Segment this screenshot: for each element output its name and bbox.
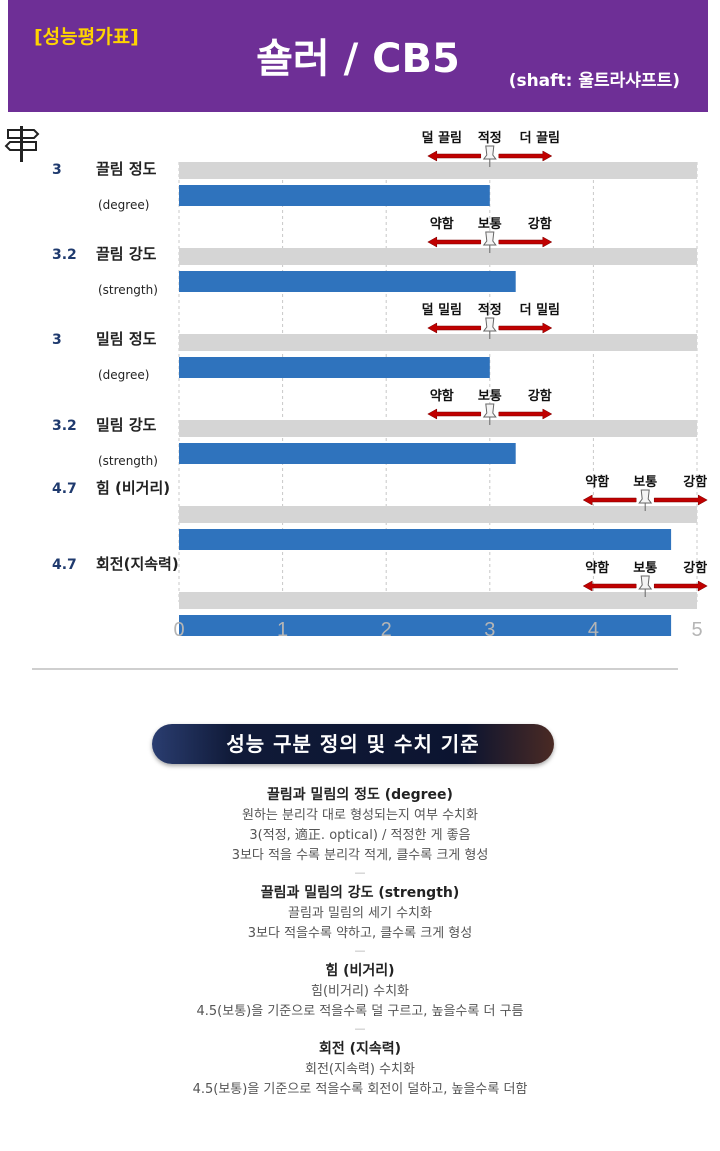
separator-dash: — (354, 1022, 366, 1035)
x-tick-label: 0 (173, 619, 184, 641)
category-sub-label: (degree) (98, 198, 149, 212)
value-label: 3 (52, 332, 62, 348)
definition-heading: 힘 (비거리) (325, 963, 395, 979)
definition-line: 원하는 분리각 대로 형성되는지 여부 수치화 (242, 808, 478, 823)
category-sub-label: (strength) (98, 283, 158, 297)
scale-left-label: 약함 (585, 560, 609, 576)
category-sub-label: (degree) (98, 368, 149, 382)
scale-mid-label: 보통 (478, 389, 502, 404)
pushpin-icon (638, 575, 653, 597)
scale-left-label: 약함 (430, 216, 454, 232)
value-bar (179, 529, 672, 550)
pushpin-icon (482, 231, 497, 253)
x-tick-label: 3 (484, 619, 495, 641)
value-label: 4.7 (52, 557, 77, 573)
scale-right-label: 강함 (683, 560, 707, 576)
track-bar (179, 248, 697, 265)
pushpin-icon (638, 489, 653, 511)
scale-arrow-right (498, 408, 553, 420)
definition-block: 회전 (지속력) 회전(지속력) 수치화 4.5(보통)을 기준으로 적을수록 회전… (0, 1038, 720, 1100)
category-label: 밀림 강도 (96, 416, 157, 434)
scale-mid-label: 적정 (478, 302, 502, 318)
definition-block: 힘 (비거리) 힘(비거리) 수치화 4.5(보통)을 기준으로 적을수록 덜 구르… (0, 960, 720, 1036)
definition-line: 4.5(보통)을 기준으로 적을수록 회전이 덜하고, 높을수록 더함 (192, 1082, 528, 1097)
scale-left-label: 덜 끌림 (422, 130, 462, 146)
definition-line: 4.5(보통)을 기준으로 적을수록 덜 구르고, 높을수록 더 구름 (196, 1004, 524, 1019)
separator-dash: — (354, 866, 366, 879)
scale-arrow-right (653, 580, 708, 592)
scale-mid-label: 적정 (478, 130, 502, 146)
definition-line: 끌림과 밀림의 세기 수치화 (288, 906, 432, 921)
x-tick-label: 5 (691, 619, 702, 641)
value-bar (179, 615, 672, 636)
category-sub-label: (strength) (98, 454, 158, 468)
evaluation-tag: [성능평가표] (34, 26, 139, 48)
track-bar (179, 334, 697, 351)
definition-line: 3보다 적을 수록 분리각 적게, 클수록 크게 형성 (231, 848, 489, 863)
scale-right-label: 강함 (683, 474, 707, 490)
scale-arrow-left (427, 322, 482, 334)
x-tick-label: 4 (588, 619, 599, 641)
value-bar (179, 443, 516, 464)
definition-line: 3(적정, 適正. optical) / 적정한 게 좋음 (249, 828, 471, 843)
definitions-banner: 성능 구분 정의 및 수치 기준 (152, 724, 554, 764)
scale-mid-label: 보통 (478, 217, 502, 232)
scale-arrow-right (498, 150, 553, 162)
track-bar (179, 592, 697, 609)
definition-block: 끌림과 밀림의 정도 (degree) 원하는 분리각 대로 형성되는지 여부 수… (0, 784, 720, 880)
scale-arrow-right (498, 322, 553, 334)
track-bar (179, 420, 697, 437)
scale-arrow-right (498, 236, 553, 248)
definition-line: 3보다 적을수록 약하고, 클수록 크게 형성 (247, 926, 473, 941)
definition-heading: 끌림과 밀림의 강도 (strength) (260, 885, 460, 901)
signpost-icon (4, 126, 40, 162)
definition-heading: 회전 (지속력) (318, 1041, 402, 1057)
value-label: 3.2 (52, 418, 77, 434)
category-label: 끌림 정도 (96, 160, 157, 178)
scale-arrow-left (427, 150, 482, 162)
shaft-label: (shaft: 울트라샤프트) (508, 71, 680, 91)
scale-arrow-left (582, 494, 637, 506)
category-label: 밀림 정도 (96, 330, 157, 348)
category-label: 회전(지속력) (96, 555, 179, 573)
value-bar (179, 185, 490, 206)
definition-heading: 끌림과 밀림의 정도 (degree) (267, 787, 453, 803)
scale-right-label: 강함 (528, 388, 552, 404)
scale-left-label: 덜 밀림 (422, 302, 462, 318)
x-tick-label: 2 (381, 619, 392, 641)
scale-right-label: 더 끌림 (520, 130, 560, 146)
pushpin-icon (482, 145, 497, 167)
pushpin-icon (482, 403, 497, 425)
scale-left-label: 약함 (585, 474, 609, 490)
definition-line: 회전(지속력) 수치화 (305, 1062, 415, 1077)
definition-block: 끌림과 밀림의 강도 (strength) 끌림과 밀림의 세기 수치화 3보다 적… (0, 882, 720, 958)
scale-mid-label: 보통 (633, 561, 657, 576)
value-bar (179, 271, 516, 292)
pushpin-icon (482, 317, 497, 339)
category-label: 끌림 강도 (96, 245, 157, 263)
scale-arrow-left (582, 580, 637, 592)
scale-right-label: 강함 (528, 216, 552, 232)
header-banner: [성능평가표] 숄러 / CB5 (shaft: 울트라샤프트) (8, 0, 708, 112)
scale-left-label: 약함 (430, 388, 454, 404)
performance-chart: 3 끌림 정도(degree)덜 끌림 적정 더 끌림3.2 끌림 강도(strengt… (4, 126, 708, 641)
definition-line: 힘(비거리) 수치화 (311, 984, 409, 999)
value-bar (179, 357, 490, 378)
page-title: 숄러 / CB5 (256, 36, 460, 82)
scale-arrow-left (427, 236, 482, 248)
section-divider (32, 668, 678, 670)
value-label: 3.2 (52, 247, 77, 263)
track-bar (179, 506, 697, 523)
scale-arrow-right (653, 494, 708, 506)
scale-right-label: 더 밀림 (520, 302, 560, 318)
x-tick-label: 1 (277, 619, 288, 641)
value-label: 4.7 (52, 481, 77, 497)
separator-dash: — (354, 944, 366, 957)
track-bar (179, 162, 697, 179)
category-label: 힘 (비거리) (96, 479, 170, 497)
value-label: 3 (52, 162, 62, 178)
scale-arrow-left (427, 408, 482, 420)
definitions-section: 끌림과 밀림의 정도 (degree) 원하는 분리각 대로 형성되는지 여부 수… (0, 784, 720, 1102)
scale-mid-label: 보통 (633, 475, 657, 490)
